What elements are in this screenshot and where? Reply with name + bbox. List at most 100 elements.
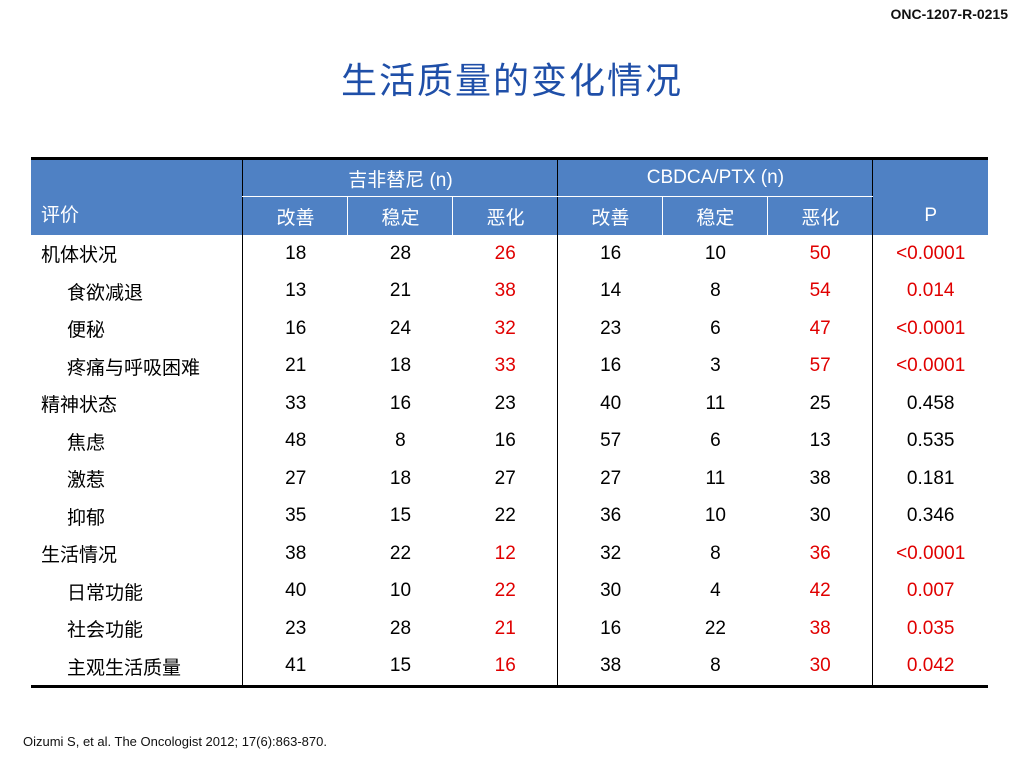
row-label: 生活情况	[41, 545, 118, 567]
cell-value: 27	[242, 460, 348, 498]
row-label: 疼痛与呼吸困难	[67, 357, 201, 379]
cell-value: 18	[389, 467, 412, 489]
header-evaluation: 评价	[31, 157, 243, 235]
cell-p-value: <0.0001	[872, 235, 988, 273]
cell-value: 41	[242, 647, 348, 688]
cell-value: 27	[557, 460, 663, 498]
cell-value: 36	[557, 497, 663, 535]
cell-value: 13	[809, 430, 831, 452]
cell-p-value: 0.535	[872, 422, 988, 460]
cell-value: 18	[242, 235, 348, 273]
subheader-stable: 稳定	[347, 196, 453, 235]
cell-value: 8	[710, 542, 721, 564]
cell-value: 38	[809, 467, 831, 489]
cell-value: 42	[809, 580, 831, 602]
cell-value: 48	[242, 422, 348, 460]
cell-value: 11	[705, 467, 726, 489]
row-label: 精神状态	[41, 395, 118, 417]
cell-value: 16	[389, 392, 412, 414]
row-label: 便秘	[67, 320, 106, 342]
cell-p-value: 0.458	[872, 385, 988, 423]
cell-p-value: <0.0001	[872, 347, 988, 385]
cell-value: 18	[389, 355, 412, 377]
cell-value: 22	[494, 505, 516, 527]
cell-value: 22	[389, 542, 412, 564]
qol-table: 评价 吉非替尼 (n) CBDCA/PTX (n) P 改善 稳定 恶化 改善 …	[31, 157, 988, 688]
row-label: 日常功能	[67, 582, 144, 604]
cell-value: 27	[494, 467, 516, 489]
row-label: 机体状况	[41, 245, 118, 267]
cell-value: 35	[242, 497, 348, 535]
cell-value: 21	[494, 617, 516, 639]
cell-value: 28	[389, 617, 412, 639]
cell-p-value: <0.0001	[872, 310, 988, 348]
cell-value: 8	[395, 430, 406, 452]
table-row: 疼痛与呼吸困难 21 18 33 16 3 57 <0.0001	[31, 347, 988, 385]
cell-value: 38	[557, 647, 663, 688]
cell-value: 15	[347, 647, 453, 688]
subheader-worsened: 恶化	[767, 196, 873, 235]
cell-value: 23	[557, 310, 663, 348]
cell-value: 10	[704, 242, 726, 264]
cell-value: 25	[809, 392, 831, 414]
cell-value: 8	[710, 280, 721, 302]
row-label: 激惹	[67, 470, 106, 492]
row-label: 社会功能	[67, 620, 144, 642]
table-row: 社会功能 23 28 21 16 22 38 0.035	[31, 610, 988, 648]
cell-value: 10	[389, 580, 412, 602]
cell-value: 12	[494, 542, 516, 564]
header-gefitinib: 吉非替尼 (n)	[242, 157, 558, 197]
cell-value: 6	[710, 430, 721, 452]
cell-value: 33	[494, 355, 516, 377]
cell-p-value: 0.035	[872, 610, 988, 648]
subheader-improved: 改善	[242, 196, 348, 235]
cell-value: 16	[557, 610, 663, 648]
cell-value: 4	[710, 580, 721, 602]
cell-p-value: 0.181	[872, 460, 988, 498]
table-row: 食欲减退 13 21 38 14 8 54 0.014	[31, 272, 988, 310]
cell-p-value: 0.346	[872, 497, 988, 535]
cell-value: 38	[809, 617, 831, 639]
cell-value: 16	[557, 347, 663, 385]
table-row: 日常功能 40 10 22 30 4 42 0.007	[31, 572, 988, 610]
cell-value: 16	[557, 235, 663, 273]
table-row: 机体状况 18 28 26 16 10 50 <0.0001	[31, 235, 988, 273]
cell-value: 40	[242, 572, 348, 610]
cell-p-value: 0.042	[872, 647, 988, 688]
cell-value: 28	[389, 242, 412, 264]
cell-value: 40	[557, 385, 663, 423]
cell-value: 6	[710, 317, 721, 339]
table-body: 机体状况 18 28 26 16 10 50 <0.0001 食欲减退 13 21 38 14 8 54 0.…	[31, 235, 988, 688]
table-row: 生活情况 38 22 12 32 8 36 <0.0001	[31, 535, 988, 573]
cell-p-value: <0.0001	[872, 535, 988, 573]
cell-value: 47	[809, 317, 831, 339]
cell-value: 30	[557, 572, 663, 610]
table-row: 主观生活质量 41 15 16 38 8 30 0.042	[31, 647, 988, 688]
cell-value: 23	[494, 392, 516, 414]
cell-value: 38	[494, 280, 516, 302]
cell-p-value: 0.007	[872, 572, 988, 610]
table-row: 抑郁 35 15 22 36 10 30 0.346	[31, 497, 988, 535]
table-row: 焦虑 48 8 16 57 6 13 0.535	[31, 422, 988, 460]
cell-value: 24	[389, 317, 412, 339]
header-p: P	[872, 157, 988, 235]
cell-value: 16	[242, 310, 348, 348]
cell-value: 14	[557, 272, 663, 310]
subheader-improved: 改善	[557, 196, 663, 235]
cell-value: 13	[242, 272, 348, 310]
cell-value: 50	[809, 242, 831, 264]
table-row: 激惹 27 18 27 27 11 38 0.181	[31, 460, 988, 498]
row-label: 抑郁	[67, 507, 106, 529]
document-code: ONC-1207-R-0215	[890, 6, 1009, 22]
cell-value: 16	[494, 430, 516, 452]
cell-p-value: 0.014	[872, 272, 988, 310]
cell-value: 36	[809, 542, 831, 564]
cell-value: 21	[242, 347, 348, 385]
subheader-worsened: 恶化	[452, 196, 558, 235]
cell-value: 30	[767, 647, 873, 688]
cell-value: 30	[809, 505, 831, 527]
subheader-stable: 稳定	[662, 196, 768, 235]
header-cbdca-ptx: CBDCA/PTX (n)	[557, 157, 873, 197]
cell-value: 33	[242, 385, 348, 423]
row-label: 焦虑	[67, 432, 106, 454]
